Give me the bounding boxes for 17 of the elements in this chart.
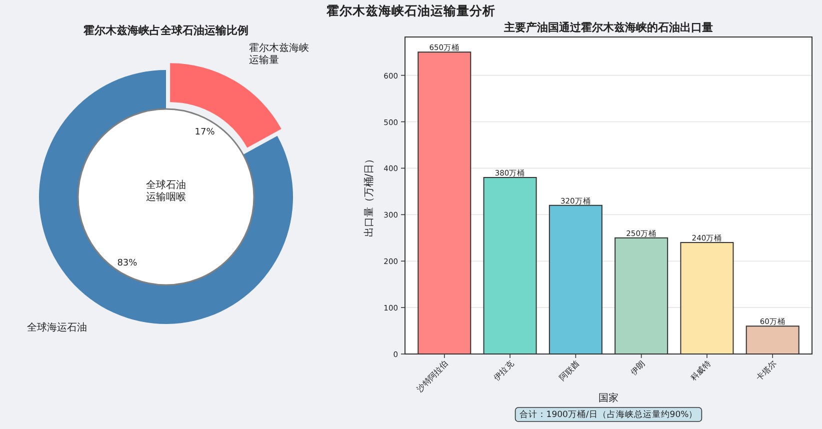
y-axis-title: 出口量（万桶/日） [363,154,375,238]
text: 全球石油运输咽喉 [146,179,186,203]
x-tick-label: 科威特 [689,359,712,382]
slice-label: 霍尔木兹海峡运输量 [248,42,309,66]
x-tick-label: 卡塔尔 [754,359,778,382]
data-label: 17% [194,127,216,138]
x-tick-label: 沙特阿拉伯 [415,359,450,394]
x-axis-title: 国家 [598,392,618,404]
chart-title: 霍尔木兹海峡占全球石油运输比例 [82,24,248,37]
chart-title: 主要产油国通过霍尔木兹海峡的石油出口量 [503,21,713,34]
slice-label: 全球海运石油 [27,321,88,334]
text: 合计：1900万桶/日（占海峡总运量约90%） [519,409,698,420]
x-tick-label: 伊拉克 [492,359,516,382]
x-tick-label: 伊朗 [629,359,647,377]
data-label: 83% [117,258,138,269]
text: 霍尔木兹海峡石油运输量分析 [326,3,496,18]
x-tick-label: 阿联酋 [558,359,582,382]
